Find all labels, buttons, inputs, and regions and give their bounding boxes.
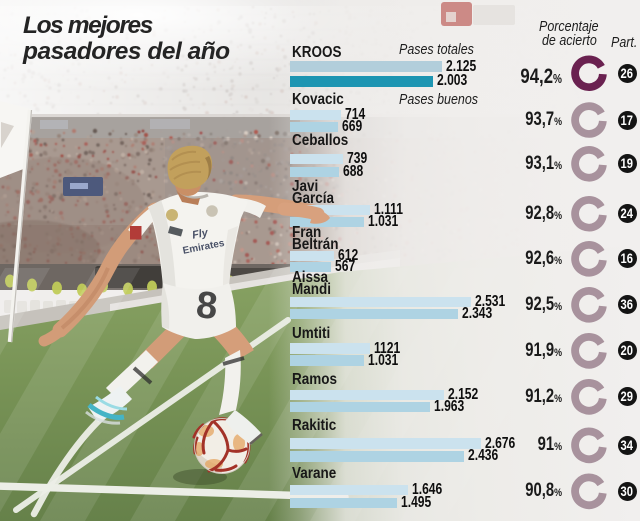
svg-text:Fly: Fly: [191, 227, 210, 242]
svg-text:8: 8: [194, 284, 219, 328]
